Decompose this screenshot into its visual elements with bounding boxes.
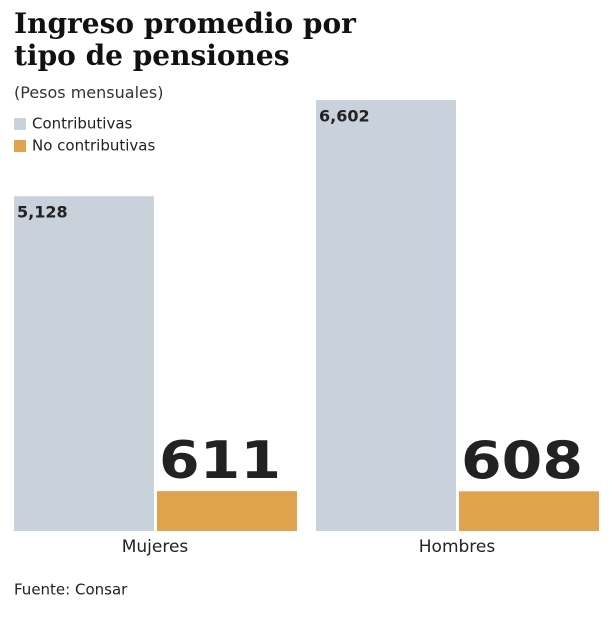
chart-subtitle: (Pesos mensuales) xyxy=(14,83,164,102)
legend-label: Contributivas xyxy=(32,115,133,133)
bar xyxy=(316,100,456,531)
value-label: 611 xyxy=(159,431,281,491)
legend-swatch xyxy=(14,118,26,130)
bar xyxy=(14,196,154,531)
x-tick-label: Mujeres xyxy=(122,537,189,557)
bar xyxy=(459,491,599,531)
chart-title: Ingreso promedio por tipo de pensiones xyxy=(14,7,356,72)
source: Fuente: Consar xyxy=(14,581,128,599)
x-tick-label: Hombres xyxy=(419,537,496,557)
value-label: 5,128 xyxy=(17,203,68,222)
legend-label: No contributivas xyxy=(32,137,155,155)
legend-swatch xyxy=(14,140,26,152)
bar xyxy=(157,491,297,531)
value-label: 608 xyxy=(461,431,583,491)
value-label: 6,602 xyxy=(319,107,370,126)
